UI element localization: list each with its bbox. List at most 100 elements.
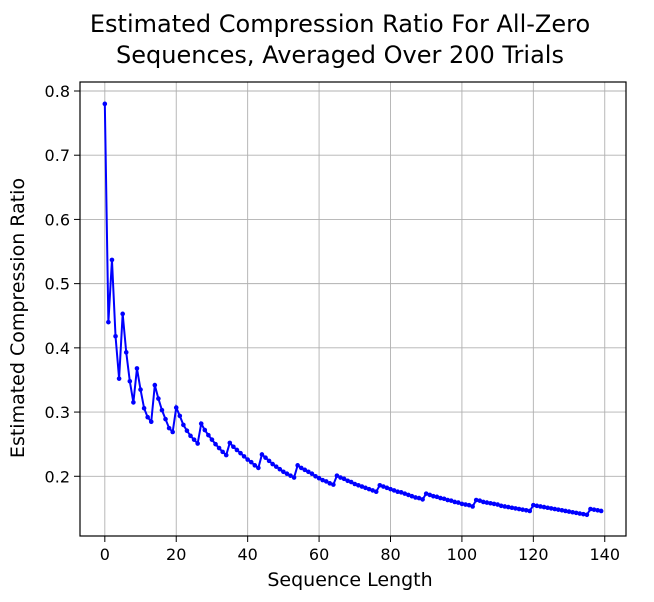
- x-tick-label: 40: [237, 545, 257, 564]
- x-tick-label: 80: [380, 545, 400, 564]
- data-point: [463, 502, 468, 507]
- x-axis-label: Sequence Length: [267, 569, 432, 591]
- data-point: [427, 492, 433, 498]
- data-point: [220, 449, 225, 455]
- y-tick-label: 0.7: [45, 146, 70, 165]
- data-point: [348, 479, 354, 485]
- data-point: [191, 437, 197, 442]
- data-point: [241, 454, 247, 459]
- data-point: [163, 416, 168, 422]
- data-point: [159, 407, 165, 413]
- data-point: [459, 501, 465, 507]
- data-point: [148, 419, 154, 425]
- y-tick-label: 0.5: [45, 275, 70, 294]
- data-point: [234, 447, 240, 453]
- data-point: [527, 508, 533, 514]
- y-axis-label: Estimated Compression Ratio: [7, 178, 29, 458]
- data-point: [198, 421, 204, 426]
- data-point: [345, 478, 350, 484]
- data-point: [452, 499, 458, 505]
- data-point: [370, 488, 375, 493]
- data-point: [238, 450, 243, 456]
- data-point: [577, 511, 583, 516]
- data-point: [288, 473, 293, 478]
- data-point: [498, 503, 504, 509]
- data-point: [209, 437, 215, 442]
- grid: [80, 82, 626, 536]
- data-point: [406, 492, 411, 498]
- data-point: [570, 509, 575, 515]
- data-point: [195, 441, 200, 446]
- data-point: [359, 484, 365, 489]
- data-point: [127, 378, 133, 384]
- data-point: [141, 405, 147, 411]
- x-tick-label: 0: [100, 545, 110, 564]
- data-point: [398, 490, 404, 495]
- data-point: [277, 466, 283, 472]
- data-point: [470, 504, 475, 509]
- data-point: [413, 495, 418, 500]
- data-point: [245, 457, 250, 462]
- data-point: [438, 495, 443, 501]
- data-point: [356, 482, 361, 488]
- data-point: [581, 511, 586, 517]
- data-point: [495, 502, 500, 507]
- y-tick-label: 0.8: [45, 82, 70, 101]
- chart-title-line-1: Estimated Compression Ratio For All-Zero: [90, 10, 590, 38]
- data-point: [106, 319, 111, 325]
- data-point: [448, 498, 454, 503]
- data-point: [120, 311, 125, 317]
- data-point: [566, 509, 572, 514]
- data-point: [563, 508, 568, 514]
- data-point: [273, 464, 279, 469]
- data-point: [316, 475, 322, 481]
- data-point: [506, 504, 511, 510]
- chart-title-line-2: Sequences, Averaged Over 200 Trials: [116, 41, 564, 69]
- data-point: [431, 493, 436, 499]
- data-point: [116, 376, 122, 381]
- data-point: [513, 506, 518, 511]
- data-point: [281, 469, 286, 475]
- data-point: [263, 455, 268, 460]
- data-point: [416, 495, 422, 501]
- axis-ticks: 0 20 40 60 80 100 120 140 0.2 0.3 0.4 0.5 0.6 0.7 0.8: [45, 82, 620, 564]
- data-point: [352, 481, 358, 487]
- y-tick-label: 0.6: [45, 210, 70, 229]
- data-point: [538, 504, 543, 509]
- data-point: [331, 482, 336, 487]
- data-point: [334, 473, 340, 478]
- data-point: [102, 101, 108, 107]
- data-point: [466, 502, 472, 508]
- data-point: [477, 498, 483, 503]
- x-tick-label: 60: [309, 545, 329, 564]
- data-point: [552, 506, 558, 512]
- data-point: [520, 507, 525, 512]
- data-point: [323, 479, 329, 484]
- data-point: [545, 505, 550, 511]
- data-point: [377, 482, 383, 488]
- data-point: [591, 507, 597, 512]
- data-point: [184, 428, 190, 433]
- data-point: [227, 440, 233, 446]
- data-point: [295, 463, 300, 468]
- data-point: [531, 502, 536, 508]
- data-point: [491, 501, 497, 507]
- data-point: [598, 508, 604, 514]
- data-point: [556, 507, 561, 512]
- data-point: [559, 508, 565, 513]
- data-point: [313, 473, 318, 479]
- data-point: [363, 485, 368, 491]
- data-point: [256, 465, 261, 471]
- data-point: [395, 489, 400, 494]
- data-point: [373, 489, 379, 494]
- data-point: [113, 333, 118, 339]
- data-point: [381, 484, 386, 489]
- data-point: [509, 505, 515, 511]
- data-point: [202, 427, 208, 433]
- data-point: [541, 504, 547, 510]
- data-point: [177, 413, 183, 419]
- data-point: [573, 510, 579, 516]
- data-point: [145, 414, 150, 420]
- data-point: [456, 500, 461, 505]
